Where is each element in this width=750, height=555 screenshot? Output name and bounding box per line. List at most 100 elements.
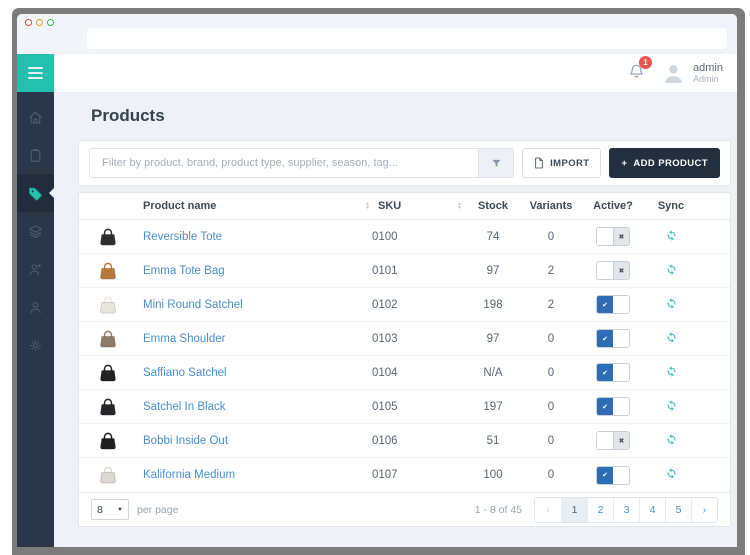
user-icon xyxy=(30,301,41,313)
user-menu[interactable]: admin Admin xyxy=(661,61,723,86)
product-thumbnail xyxy=(100,262,116,280)
product-thumbnail xyxy=(100,296,116,314)
product-name-link[interactable]: Kalifornia Medium xyxy=(143,469,236,481)
browser-chrome xyxy=(17,14,737,54)
sync-icon xyxy=(667,297,675,309)
active-toggle[interactable]: ✖ xyxy=(596,431,630,450)
active-toggle[interactable]: ✔ xyxy=(596,363,630,382)
prev-page-button[interactable]: ‹ xyxy=(535,497,561,522)
notifications-button[interactable]: 1 xyxy=(628,55,653,85)
product-thumbnail xyxy=(100,330,116,348)
sort-icon[interactable]: ▲ ▼ xyxy=(365,201,370,211)
product-name-link[interactable]: Satchel In Black xyxy=(143,400,226,413)
product-name-link[interactable]: Bobbi Inside Out xyxy=(143,434,229,447)
sidebar-item-settings[interactable] xyxy=(17,326,54,364)
filter-button[interactable] xyxy=(478,148,515,178)
sync-button[interactable] xyxy=(665,399,678,412)
sku-cell: 0101 xyxy=(372,264,398,277)
close-window-button[interactable] xyxy=(25,19,32,26)
product-thumbnail xyxy=(100,228,116,246)
active-toggle[interactable]: ✔ xyxy=(596,329,630,348)
page-button-3[interactable]: 3 xyxy=(613,497,639,522)
tag-icon xyxy=(29,187,42,201)
table-row: Mini Round Satchel 0102 198 2 ✔ xyxy=(79,288,730,322)
variants-cell: 0 xyxy=(547,469,555,481)
sync-icon xyxy=(667,468,675,479)
active-toggle[interactable]: ✖ xyxy=(596,261,630,280)
hamburger-icon xyxy=(28,64,43,82)
products-table: Product name ▲ ▼ SKU ▲ ▼ Stock Variants Ac… xyxy=(78,192,731,527)
variants-cell: 2 xyxy=(547,298,555,311)
page-button-4[interactable]: 4 xyxy=(639,497,665,522)
stock-cell: 198 xyxy=(483,298,503,311)
product-thumbnail xyxy=(100,432,116,450)
column-stock: Stock xyxy=(478,200,508,212)
sync-button[interactable] xyxy=(665,331,678,344)
sort-icon[interactable]: ▲ ▼ xyxy=(457,201,462,211)
main-content: Products IMPORT + ADD PRODUCT xyxy=(54,92,737,547)
sidebar-item-orders[interactable] xyxy=(17,136,54,174)
active-toggle[interactable]: ✔ xyxy=(596,397,630,416)
product-name-link[interactable]: Reversible Tote xyxy=(143,230,223,243)
sidebar-item-collections[interactable] xyxy=(17,212,54,250)
table-row: Bobbi Inside Out 0106 51 0 ✖ xyxy=(79,424,730,458)
column-sku: SKU ▲ ▼ xyxy=(378,200,462,212)
minimize-window-button[interactable] xyxy=(36,19,43,26)
address-bar[interactable] xyxy=(87,28,727,49)
sidebar-toggle-button[interactable] xyxy=(17,54,54,92)
sync-icon xyxy=(667,263,675,275)
column-product-name: Product name ▲ ▼ xyxy=(143,200,370,212)
result-range-label: 1 - 8 of 45 xyxy=(474,503,522,516)
topbar: 1 admin Admin xyxy=(54,54,737,92)
sync-icon xyxy=(667,399,675,411)
product-thumbnail xyxy=(100,364,116,382)
active-toggle[interactable]: ✖ xyxy=(596,227,630,246)
sku-cell: 0105 xyxy=(372,400,398,413)
active-toggle[interactable]: ✔ xyxy=(596,465,630,485)
table-header: Product name ▲ ▼ SKU ▲ ▼ Stock Variants Ac… xyxy=(79,193,730,220)
import-button[interactable]: IMPORT xyxy=(522,148,602,178)
sku-cell: 0107 xyxy=(372,469,398,481)
sync-button[interactable] xyxy=(665,229,678,242)
stock-cell: 74 xyxy=(486,230,500,243)
document-icon xyxy=(535,157,543,169)
per-page-select[interactable]: 8 ▼ xyxy=(91,499,129,520)
funnel-icon xyxy=(491,159,501,167)
page-button-2[interactable]: 2 xyxy=(587,497,613,522)
filter-input[interactable] xyxy=(89,148,479,178)
product-name-link[interactable]: Saffiano Satchel xyxy=(143,366,227,379)
stock-cell: N/A xyxy=(483,366,503,379)
active-toggle[interactable]: ✔ xyxy=(596,295,630,314)
column-active: Active? xyxy=(593,200,633,212)
sync-button[interactable] xyxy=(665,263,678,276)
layers-icon xyxy=(29,224,42,238)
window-controls xyxy=(25,19,54,26)
browser-frame: 1 admin Admin xyxy=(12,8,745,555)
product-name-link[interactable]: Mini Round Satchel xyxy=(143,298,243,311)
notification-count-badge: 1 xyxy=(639,55,653,69)
per-page-label: per page xyxy=(137,503,179,516)
sidebar-item-products[interactable] xyxy=(17,174,54,212)
page-button-1[interactable]: 1 xyxy=(561,497,587,522)
page-button-5[interactable]: 5 xyxy=(665,497,691,522)
stock-cell: 97 xyxy=(486,264,500,277)
product-name-link[interactable]: Emma Shoulder xyxy=(143,332,226,345)
next-page-button[interactable]: › xyxy=(691,497,717,522)
sync-button[interactable] xyxy=(665,365,678,378)
maximize-window-button[interactable] xyxy=(47,19,54,26)
stock-cell: 51 xyxy=(486,434,500,447)
product-name-link[interactable]: Emma Tote Bag xyxy=(143,264,225,277)
sku-cell: 0106 xyxy=(372,434,398,447)
variants-cell: 0 xyxy=(547,366,555,379)
table-row: Satchel In Black 0105 197 0 ✔ xyxy=(79,390,730,424)
sync-button[interactable] xyxy=(665,433,678,446)
add-product-button[interactable]: + ADD PRODUCT xyxy=(609,148,720,178)
sidebar-item-account[interactable] xyxy=(17,288,54,326)
stock-cell: 100 xyxy=(483,469,503,481)
sync-button[interactable] xyxy=(665,297,678,310)
sync-icon xyxy=(667,433,675,445)
sidebar-item-home[interactable] xyxy=(17,98,54,136)
sync-button[interactable] xyxy=(665,467,678,480)
user-plus-icon xyxy=(29,263,42,275)
sidebar-item-customers[interactable] xyxy=(17,250,54,288)
